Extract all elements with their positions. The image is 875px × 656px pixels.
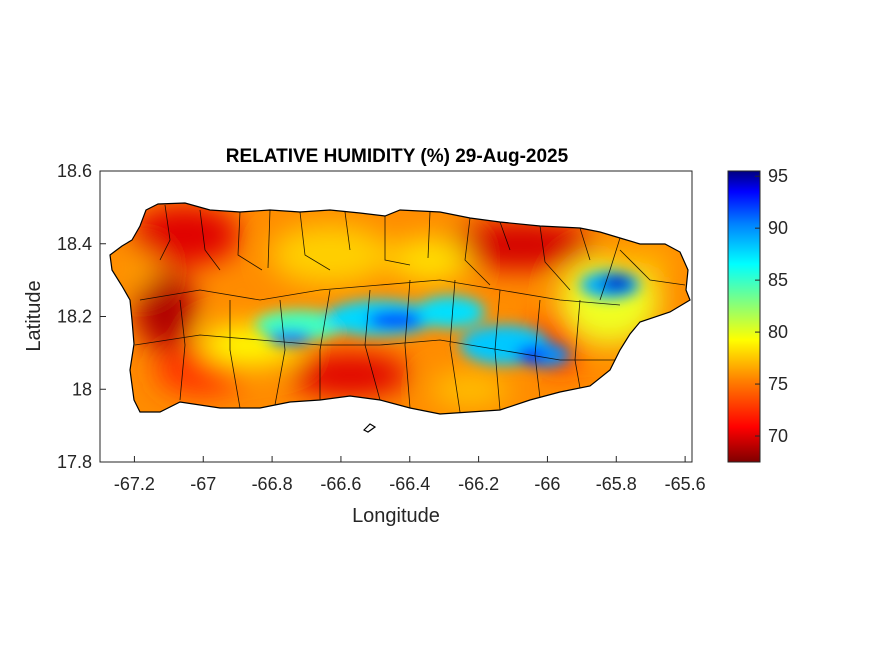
colorbar-tick-label: 90 <box>768 218 788 238</box>
colorbar-tick-label: 70 <box>768 426 788 446</box>
x-tick-label: -65.8 <box>596 474 637 494</box>
x-tick-label: -66.8 <box>252 474 293 494</box>
colorbar-tick-label: 95 <box>768 166 788 186</box>
x-tick-label: -66.2 <box>458 474 499 494</box>
colorbar-tick-label: 80 <box>768 322 788 342</box>
y-axis: 18.6 18.4 18.2 18 17.8 <box>57 161 106 472</box>
colorbar: 95 90 85 80 75 70 <box>727 166 788 463</box>
y-tick-label: 18.6 <box>57 161 92 181</box>
map-title: RELATIVE HUMIDITY (%) 29-Aug-2025 <box>226 146 569 167</box>
y-tick-label: 17.8 <box>57 452 92 472</box>
humidity-heatmap <box>110 203 690 414</box>
x-tick-label: -66 <box>534 474 560 494</box>
x-axis-label: Longitude <box>352 505 440 527</box>
x-tick-label: -67.2 <box>114 474 155 494</box>
y-axis-label: Latitude <box>23 280 45 351</box>
colorbar-gradient <box>727 170 761 463</box>
y-tick-label: 18.4 <box>57 234 92 254</box>
x-tick-label: -67 <box>190 474 216 494</box>
colorbar-tick-label: 75 <box>768 374 788 394</box>
island-outline <box>109 202 691 433</box>
municipality-boundaries <box>134 204 686 413</box>
x-tick-label: -65.6 <box>665 474 706 494</box>
x-tick-label: -66.6 <box>320 474 361 494</box>
y-tick-label: 18.2 <box>57 307 92 327</box>
x-tick-label: -66.4 <box>389 474 430 494</box>
x-axis: -67.2 -67 -66.8 -66.6 -66.4 -66.2 -66 -65.8 -65.… <box>100 456 706 494</box>
y-tick-label: 18 <box>72 379 92 399</box>
colorbar-tick-label: 85 <box>768 270 788 290</box>
